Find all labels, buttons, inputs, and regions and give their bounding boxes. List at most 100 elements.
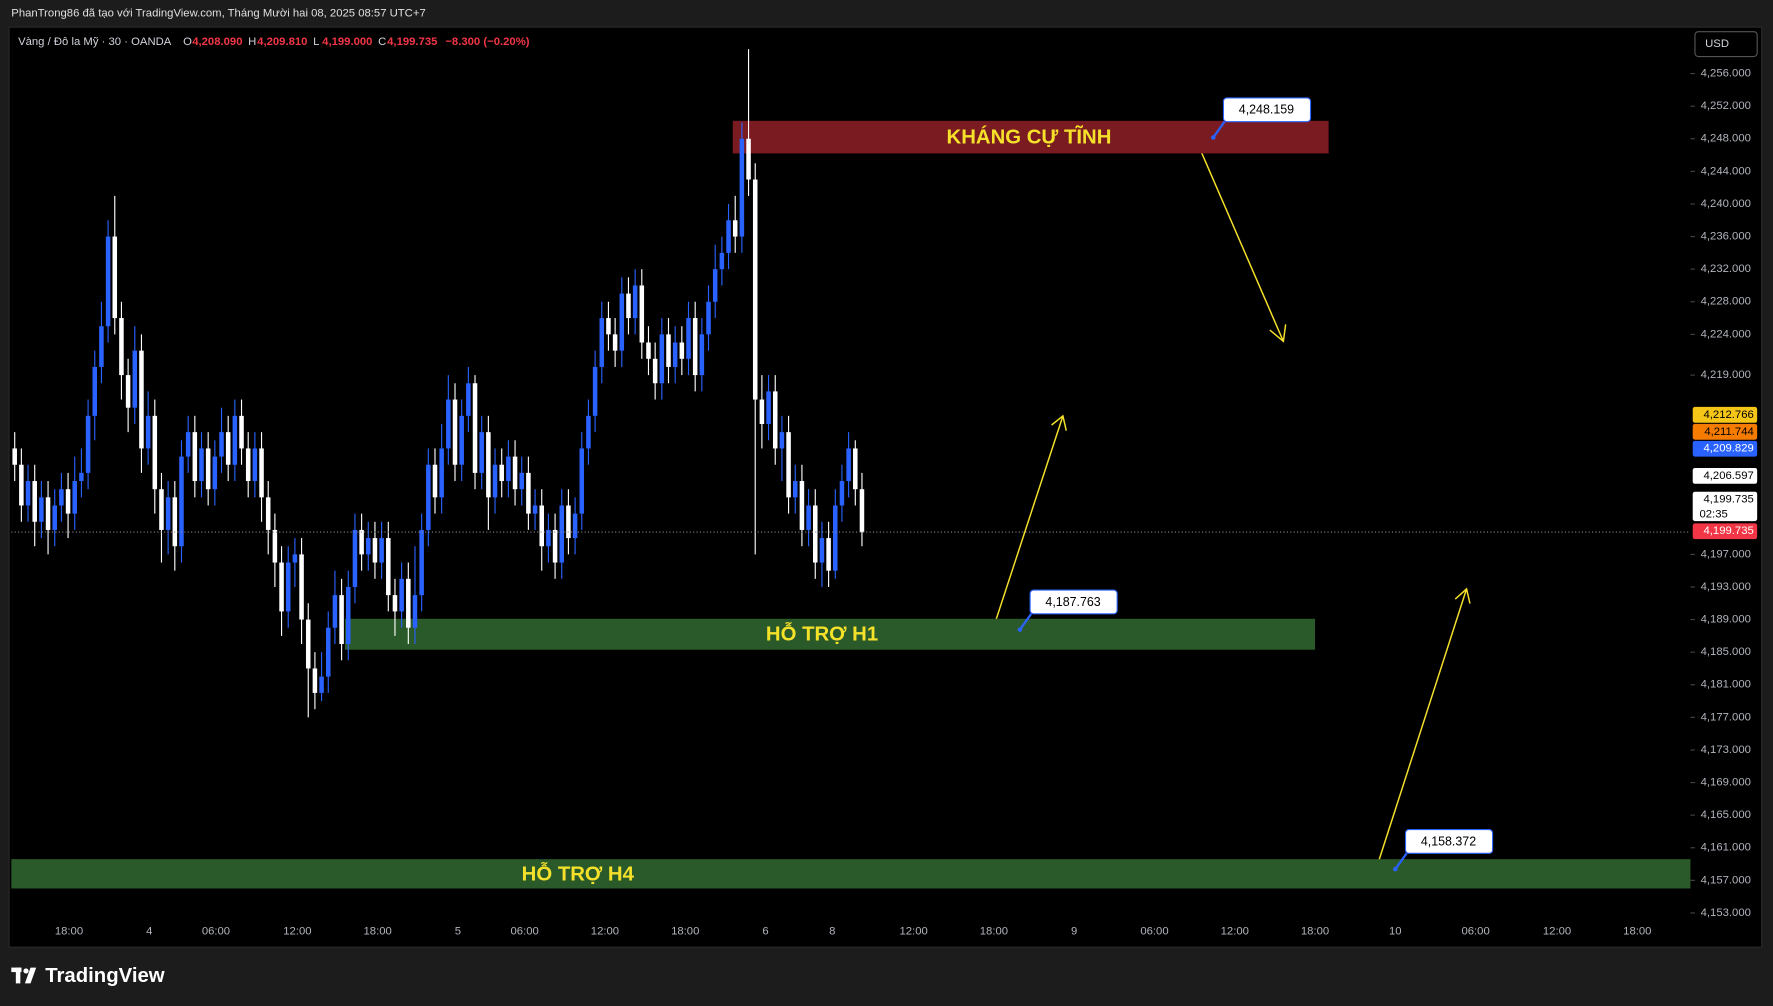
legend-value: 4,209.810 — [257, 36, 307, 48]
candle-body — [239, 415, 244, 449]
x-tick-label: 4 — [146, 925, 152, 937]
candle-body — [319, 676, 324, 693]
currency-button[interactable] — [1694, 31, 1758, 58]
y-tick-label: 4,153.000 — [1701, 907, 1751, 919]
callout-anchor — [1017, 627, 1023, 632]
candle-body — [312, 668, 318, 693]
y-tick-label: 4,177.000 — [1701, 711, 1751, 723]
zone-label: HỖ TRỢ H4 — [522, 861, 635, 885]
candle-body — [572, 513, 578, 539]
candle-body — [165, 497, 171, 530]
candle-body — [426, 464, 431, 530]
candle-body — [412, 595, 418, 628]
candle-body — [45, 497, 51, 530]
candle-body — [779, 432, 785, 449]
candle-body — [659, 334, 665, 384]
candle-body — [132, 350, 138, 408]
candle-body — [25, 481, 31, 506]
candle-body — [305, 619, 311, 669]
candle-body — [566, 505, 571, 539]
candle-body — [853, 448, 858, 490]
price-badge — [1692, 423, 1758, 440]
candle-body — [839, 481, 845, 506]
legend-key: C — [378, 36, 386, 48]
price-badge — [1692, 406, 1758, 423]
candle-body — [826, 538, 831, 571]
candle-body — [59, 489, 64, 506]
y-tick-label: 4,193.000 — [1701, 581, 1751, 593]
zone-label: HỖ TRỢ H1 — [766, 622, 878, 646]
candle-body — [652, 358, 658, 384]
candle-body — [626, 293, 631, 319]
price-badge-label: 4,206.597 — [1704, 470, 1754, 482]
candle-body — [339, 595, 344, 645]
candle-body — [245, 448, 251, 482]
x-tick-label: 06:00 — [511, 925, 539, 937]
candle-body — [459, 415, 464, 465]
candle-body — [599, 318, 605, 367]
candle-body — [406, 578, 411, 628]
x-tick-label: 18:00 — [1301, 925, 1329, 937]
x-tick-label: 12:00 — [591, 925, 619, 937]
candle-body — [492, 464, 498, 498]
candle-body — [432, 464, 438, 498]
candle-body — [666, 334, 671, 367]
arrow — [992, 415, 1064, 630]
chart-panel — [8, 26, 1763, 948]
x-tick-label: 9 — [1071, 925, 1077, 937]
y-tick-label: 4,189.000 — [1701, 614, 1751, 626]
candle-body — [766, 391, 771, 424]
callout-box — [1404, 829, 1494, 854]
candle-body — [139, 350, 144, 449]
candle-body — [232, 415, 238, 465]
candle-body — [366, 538, 371, 555]
x-tick-label: 12:00 — [1543, 925, 1571, 937]
candle-body — [592, 366, 598, 416]
candle-body — [859, 489, 865, 533]
y-tick-label: 4,185.000 — [1701, 646, 1751, 658]
candle-body — [299, 554, 304, 620]
y-tick-label: 4,240.000 — [1701, 198, 1751, 210]
candle-body — [85, 415, 91, 473]
candle-body — [285, 562, 291, 612]
callout-pointer — [1019, 613, 1033, 631]
candle-body — [692, 318, 698, 376]
candle-body — [552, 529, 558, 563]
candle-body — [399, 578, 404, 612]
candle-body — [479, 432, 484, 473]
candle-body — [632, 285, 638, 319]
candle-body — [346, 586, 351, 645]
x-tick-label: 8 — [829, 925, 835, 937]
arrow-head — [1454, 587, 1471, 604]
candle-body — [466, 383, 471, 416]
candle-body — [105, 236, 111, 327]
arrow — [1194, 137, 1285, 342]
y-tick-label: 4,236.000 — [1701, 231, 1751, 243]
candle-body — [819, 538, 825, 563]
candle-body — [265, 497, 271, 530]
callout-label: 4,158.372 — [1421, 834, 1476, 848]
y-tick-label: 4,173.000 — [1701, 744, 1751, 756]
price-badge — [1692, 491, 1758, 522]
candle-body — [532, 505, 538, 514]
candle-body — [145, 415, 151, 449]
price-badge — [1692, 523, 1758, 540]
legend-change: −8.300 (−0.20%) — [445, 36, 529, 48]
x-tick-label: 12:00 — [899, 925, 927, 937]
candle-body — [379, 538, 384, 563]
arrow-head — [1269, 324, 1287, 343]
candle-body — [579, 448, 585, 514]
candle-body — [172, 497, 178, 547]
price-badge-label: 4,211.744 — [1704, 426, 1753, 438]
candle-body — [639, 285, 645, 343]
candle-body — [72, 481, 78, 514]
currency[interactable]: USD — [1705, 38, 1729, 50]
y-tick-label: 4,181.000 — [1701, 679, 1751, 691]
logo-mark — [11, 967, 37, 984]
callout-box — [1029, 589, 1118, 615]
candle-body — [612, 334, 618, 351]
candle-body — [52, 505, 57, 530]
candle-body — [159, 489, 164, 530]
legend-key: L — [313, 36, 319, 48]
